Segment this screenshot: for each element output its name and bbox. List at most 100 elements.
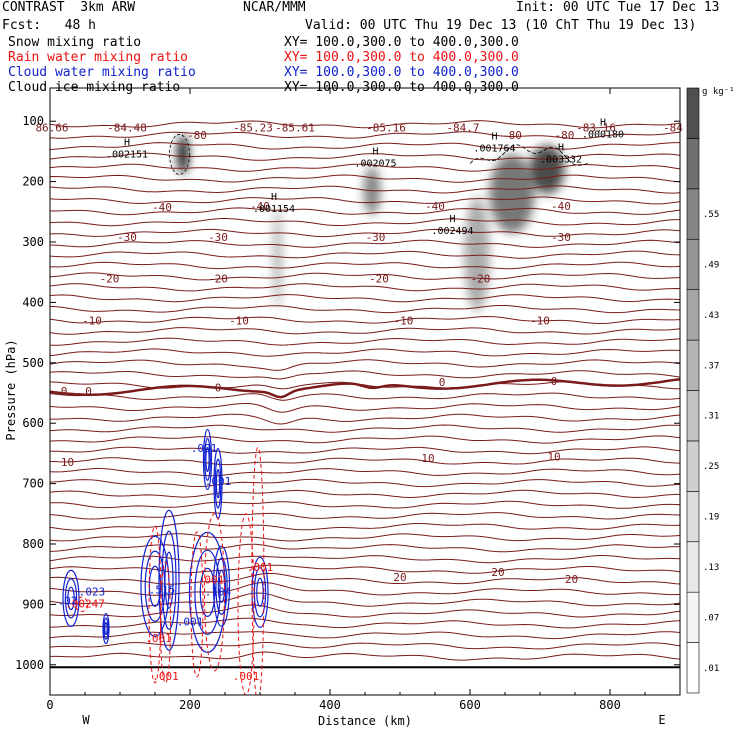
axes-layer: 0 200 400 600 800100200300400500600700800900… [4, 88, 681, 728]
cloud-water-contour [164, 551, 174, 609]
y-tick-label: 700 [22, 477, 44, 491]
temperature-contour [50, 564, 680, 574]
temperature-label: -40 [152, 201, 172, 214]
x-tick-label: 600 [459, 698, 481, 712]
temperature-label: -84 [663, 121, 683, 134]
temperature-label: 20 [393, 571, 406, 584]
cloud-water-value-label: .001 [177, 616, 204, 629]
temperature-contour [50, 457, 680, 466]
high-value-label: .002494 [431, 226, 473, 237]
temperature-contour [50, 142, 680, 150]
temperature-label: -40 [250, 200, 270, 213]
freezing-level-contour [50, 377, 680, 399]
high-value-label: .001764 [473, 143, 515, 154]
rain-value-label: .001 [145, 632, 172, 645]
temperature-label: -10 [394, 315, 414, 328]
temperature-label: -85.16 [366, 121, 406, 134]
temperature-label: -20 [100, 272, 120, 285]
temperature-label: 0 [551, 375, 558, 388]
rain-contour [204, 513, 225, 672]
rain-contour [251, 446, 265, 695]
cloud-water-contour [204, 437, 211, 482]
temperature-label: -10 [530, 315, 550, 328]
x-axis-title: Distance (km) [318, 714, 412, 728]
rain-contours-layer [75, 446, 265, 695]
high-marker: H [271, 192, 277, 203]
cloud-water-contour [205, 446, 210, 473]
high-marker: H [491, 131, 497, 142]
temperature-label: 10 [547, 450, 560, 463]
field-rain-xy: XY= 100.0,300.0 to 400.0,300.0 [284, 50, 519, 65]
temperature-contour [50, 522, 680, 531]
y-tick-label: 300 [22, 235, 44, 249]
colorbar-swatch [686, 339, 700, 391]
cloud-water-contour [158, 509, 180, 651]
high-value-label: .002075 [354, 158, 396, 169]
temperature-contour [50, 543, 680, 553]
temperature-label: -20 [369, 272, 389, 285]
y-tick-label: 400 [22, 295, 44, 309]
cloud-water-contour [104, 621, 108, 636]
temperature-contour [50, 489, 680, 499]
colorbar-swatch [686, 238, 700, 290]
temperature-contour [50, 572, 680, 585]
cloud-water-contour [64, 578, 78, 619]
cloud-water-contours-layer [62, 428, 269, 653]
cloud-water-value-label: .104 [205, 585, 232, 598]
colorbar-swatch [686, 541, 700, 593]
cloud-water-contour [215, 469, 221, 499]
forecast-hour: Fcst: 48 h [2, 18, 96, 33]
colorbar-level-label: .01 [703, 664, 719, 674]
temperature-contour [50, 617, 680, 629]
temperature-contour [50, 294, 680, 303]
field-snow-name: Snow mixing ratio [8, 35, 142, 50]
temperature-contour [50, 555, 680, 564]
colorbar-swatch [686, 591, 700, 643]
y-tick-label: 100 [22, 114, 44, 128]
temperature-contour [50, 163, 680, 172]
rain-value-label: .001 [198, 573, 225, 586]
colorbar-level-label: .43 [703, 311, 719, 321]
high-value-label: .002151 [106, 149, 148, 160]
colorbar-level-label: .55 [703, 210, 719, 220]
temperature-contour [50, 392, 680, 401]
field-snow-xy: XY= 100.0,300.0 to 400.0,300.0 [284, 35, 519, 50]
cloud-water-value-label: .023 [79, 585, 106, 598]
cloud-water-contour [256, 577, 264, 607]
west-label: W [82, 713, 90, 727]
snow-shading-layer [177, 135, 565, 312]
temperature-contour [50, 120, 680, 129]
cloud-water-contour [62, 569, 80, 627]
cloud-ice-contour [469, 144, 588, 166]
colorbar: .01 .07 .13 .19 .25 .31 .37 .43 .49 .55 g kg⁻¹ [686, 87, 735, 694]
temperature-label: -10 [82, 315, 102, 328]
colorbar-level-label: .19 [703, 513, 719, 523]
y-tick-label: 1000 [15, 658, 44, 672]
colorbar-level-label: .25 [703, 462, 719, 472]
temperature-label: -80 [502, 129, 522, 142]
temperature-contour [50, 413, 680, 425]
cloud-water-contour [67, 586, 75, 611]
rain-value-label: .001 [247, 561, 274, 574]
temperature-label: -10 [229, 315, 249, 328]
colorbar-level-label: .31 [703, 412, 719, 422]
cloud-water-contour [214, 458, 222, 509]
temperature-label: -40 [425, 200, 445, 213]
temperature-contour [50, 359, 680, 371]
contour-labels-layer: 86.66 -84.48 -85.23 -85.61 -85.16 -84.7 -83.16… [35, 118, 683, 683]
y-tick-label: 900 [22, 597, 44, 611]
temperature-label: 0 [215, 382, 222, 395]
cloud-water-contour [253, 567, 267, 618]
temperature-label: -30 [208, 231, 228, 244]
temperature-contour [50, 261, 680, 270]
cloud-water-contour [217, 569, 226, 603]
temperature-contour [50, 478, 680, 488]
y-tick-label: 500 [22, 356, 44, 370]
temperature-contour [50, 631, 680, 640]
rain-value-label: .001 [233, 670, 260, 683]
temperature-label: -30 [366, 231, 386, 244]
colorbar-swatch [686, 491, 700, 543]
field-cloudwater-xy: XY= 100.0,300.0 to 400.0,300.0 [284, 65, 519, 80]
y-tick-label: 200 [22, 175, 44, 189]
temperature-contour [50, 315, 680, 325]
